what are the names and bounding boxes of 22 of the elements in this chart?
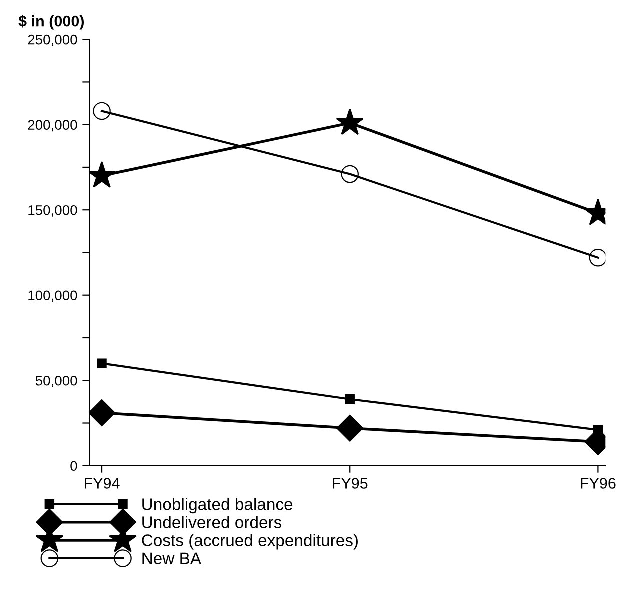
legend-label: Undelivered orders — [142, 516, 282, 528]
point — [90, 161, 116, 188]
x-tick-label: FY96 — [581, 478, 616, 489]
point — [345, 394, 355, 404]
y-tick-label: 100,000 — [28, 290, 78, 302]
point — [341, 165, 359, 184]
legend-label: Costs (accrued expenditures) — [142, 534, 358, 550]
x-tick-label: FY95 — [333, 478, 368, 489]
y-tick-label: 0 — [70, 461, 78, 472]
point — [589, 248, 606, 267]
y-axis-title: $ in (000) — [18, 15, 84, 30]
y-tick-label: 250,000 — [28, 34, 78, 46]
point — [90, 400, 116, 426]
legend-label: Unobligated balance — [142, 498, 293, 514]
legend-label: New BA — [142, 552, 202, 564]
y-tick-label: 50,000 — [36, 376, 78, 388]
x-tick-label: FY94 — [85, 478, 120, 489]
point — [93, 102, 111, 120]
y-tick-label: 150,000 — [28, 205, 78, 217]
point — [97, 358, 107, 368]
point — [336, 414, 364, 442]
y-tick-label: 200,000 — [28, 120, 78, 132]
